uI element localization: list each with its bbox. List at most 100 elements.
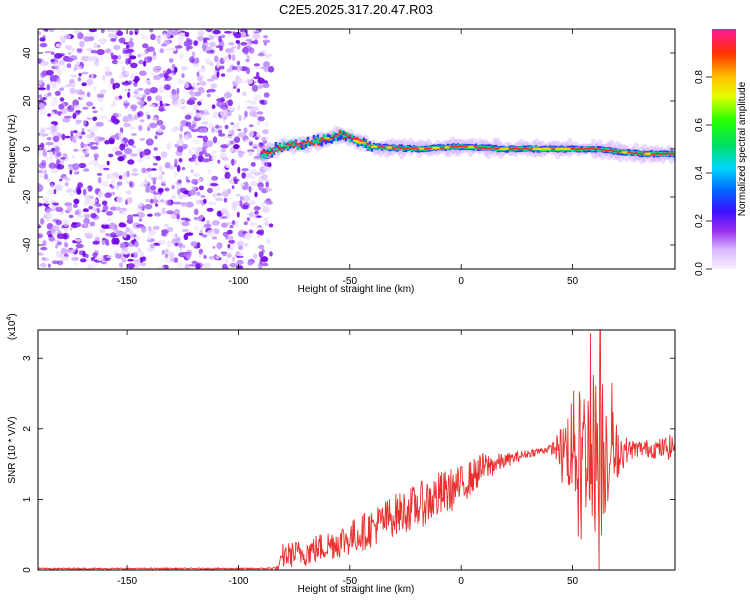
band-segment bbox=[586, 147, 590, 150]
noise-speckle bbox=[50, 168, 59, 174]
noise-speckle bbox=[181, 90, 189, 93]
noise-speckle bbox=[129, 30, 134, 36]
noise-speckle bbox=[196, 199, 201, 205]
noise-speckle bbox=[39, 81, 43, 86]
noise-speckle bbox=[150, 72, 155, 76]
noise-speckle bbox=[106, 29, 115, 33]
noise-speckle bbox=[224, 171, 231, 179]
noise-speckle bbox=[146, 46, 155, 52]
noise-speckle bbox=[198, 233, 203, 236]
noise-speckle bbox=[262, 82, 270, 89]
noise-speckle bbox=[46, 127, 54, 130]
noise-speckle bbox=[230, 122, 235, 125]
noise-speckle bbox=[256, 233, 261, 239]
noise-speckle bbox=[38, 233, 43, 239]
noise-speckle bbox=[201, 234, 208, 238]
noise-speckle bbox=[263, 42, 268, 46]
noise-speckle bbox=[141, 167, 147, 174]
noise-speckle bbox=[193, 112, 202, 116]
noise-speckle bbox=[50, 183, 54, 188]
noise-speckle bbox=[192, 172, 200, 177]
band-segment bbox=[584, 148, 588, 150]
noise-speckle bbox=[145, 186, 150, 193]
noise-speckle bbox=[212, 136, 218, 144]
band-segment bbox=[590, 147, 594, 152]
noise-speckle bbox=[56, 241, 62, 246]
noise-speckle bbox=[149, 243, 156, 248]
spectrogram-y-axis-label: Frequency (Hz) bbox=[7, 115, 18, 184]
noise-speckle bbox=[96, 254, 104, 262]
noise-speckle bbox=[118, 135, 124, 142]
noise-speckle bbox=[192, 139, 201, 145]
band-segment bbox=[576, 148, 580, 150]
noise-speckle bbox=[93, 263, 97, 268]
noise-speckle bbox=[185, 201, 194, 208]
band-segment bbox=[410, 147, 414, 152]
noise-speckle bbox=[168, 251, 175, 259]
noise-speckle bbox=[148, 226, 152, 230]
band-segment bbox=[628, 151, 632, 154]
noise-speckle bbox=[236, 259, 244, 265]
band-peak bbox=[644, 152, 650, 155]
noise-speckle bbox=[263, 35, 268, 39]
band-segment bbox=[458, 145, 462, 148]
noise-speckle bbox=[116, 181, 123, 186]
noise-speckle bbox=[184, 114, 192, 120]
noise-speckle bbox=[111, 185, 115, 190]
noise-speckle bbox=[66, 106, 75, 113]
noise-speckle bbox=[236, 122, 240, 130]
noise-speckle bbox=[104, 66, 111, 73]
noise-speckle bbox=[68, 52, 72, 56]
band-segment bbox=[300, 141, 304, 145]
band-segment bbox=[324, 138, 328, 145]
noise-speckle bbox=[149, 29, 154, 33]
noise-speckle bbox=[154, 135, 158, 140]
noise-speckle bbox=[92, 110, 98, 114]
noise-speckle bbox=[147, 246, 152, 251]
noise-speckle bbox=[198, 254, 202, 258]
noise-speckle bbox=[201, 65, 205, 69]
noise-speckle bbox=[82, 208, 89, 213]
noise-speckle bbox=[110, 52, 114, 57]
noise-speckle bbox=[221, 147, 227, 153]
noise-speckle bbox=[124, 148, 133, 155]
noise-speckle bbox=[45, 201, 49, 205]
noise-speckle bbox=[84, 195, 92, 199]
noise-speckle bbox=[85, 148, 89, 151]
noise-speckle bbox=[227, 47, 234, 53]
snr-x-tick-label: 50 bbox=[567, 576, 579, 587]
noise-speckle bbox=[211, 220, 220, 226]
band-segment bbox=[282, 141, 286, 148]
noise-speckle bbox=[121, 250, 130, 255]
band-segment bbox=[334, 135, 338, 137]
colorbar-label: Normalized spectral amplitude bbox=[737, 81, 748, 216]
noise-speckle bbox=[126, 44, 130, 49]
noise-speckle bbox=[254, 135, 262, 138]
noise-speckle bbox=[219, 110, 228, 118]
noise-speckle bbox=[153, 74, 161, 81]
noise-speckle bbox=[81, 127, 85, 133]
noise-speckle bbox=[239, 195, 244, 201]
noise-speckle bbox=[38, 252, 44, 256]
band-peak bbox=[385, 146, 393, 149]
noise-speckle bbox=[209, 41, 216, 47]
noise-speckle bbox=[188, 97, 197, 101]
noise-speckle bbox=[263, 92, 270, 98]
noise-speckle bbox=[265, 181, 270, 188]
noise-speckle bbox=[54, 146, 60, 153]
noise-speckle bbox=[87, 128, 92, 133]
noise-speckle bbox=[38, 132, 41, 136]
noise-speckle bbox=[83, 119, 87, 126]
band-segment bbox=[328, 137, 332, 141]
noise-speckle bbox=[237, 128, 242, 132]
noise-speckle bbox=[55, 43, 62, 48]
noise-speckle bbox=[142, 43, 149, 49]
band-segment bbox=[354, 140, 358, 145]
noise-speckle bbox=[127, 91, 131, 98]
noise-speckle bbox=[44, 50, 52, 54]
band-segment bbox=[366, 143, 370, 145]
snr-panel: -150 -100 -50 0 50 0 1 2 3 Height of straight l… bbox=[6, 313, 676, 595]
noise-speckle bbox=[264, 178, 271, 182]
noise-speckle bbox=[139, 119, 145, 123]
noise-speckle bbox=[64, 135, 71, 139]
